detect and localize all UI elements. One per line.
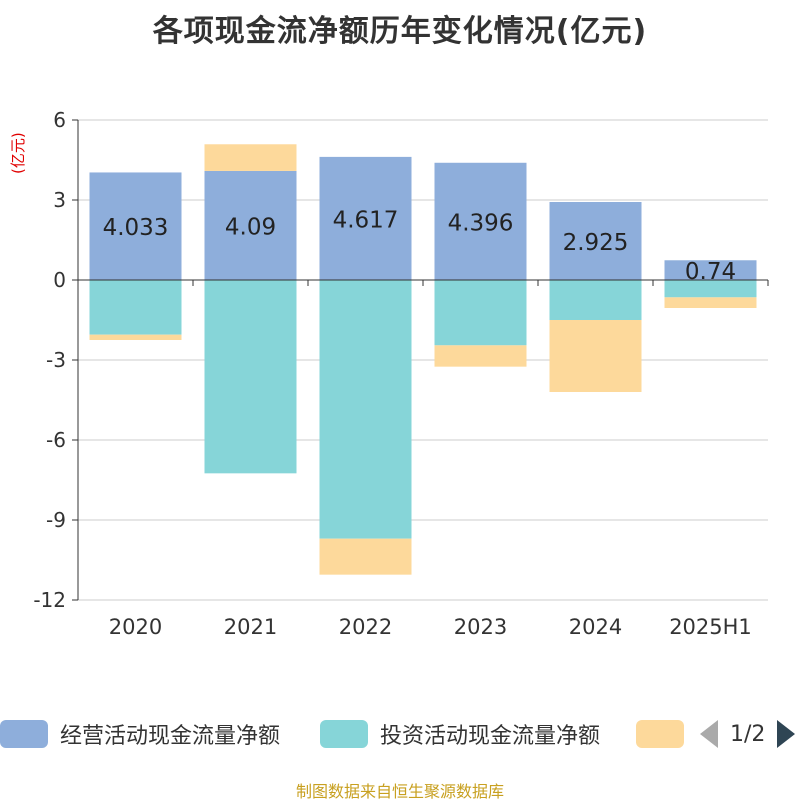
x-tick-label: 2025H1 bbox=[669, 615, 752, 639]
legend-next-icon[interactable] bbox=[777, 720, 796, 748]
bar-series0-2024 bbox=[549, 202, 642, 280]
data-label-2022: 4.617 bbox=[333, 207, 399, 233]
bar-series2-2024 bbox=[549, 320, 642, 392]
legend-item-investing[interactable]: 投资活动现金流量净额 bbox=[320, 718, 600, 750]
bar-series2-2023 bbox=[434, 345, 527, 367]
bar-series1-2021 bbox=[204, 280, 297, 474]
data-label-2023: 4.396 bbox=[448, 210, 514, 236]
y-tick-label: 0 bbox=[53, 268, 66, 292]
y-tick-label: 3 bbox=[53, 188, 66, 212]
legend-swatch-operating bbox=[0, 720, 48, 748]
y-tick-label: -12 bbox=[33, 588, 66, 612]
bar-series2-2021 bbox=[204, 144, 297, 171]
data-label-2025H1: 0.74 bbox=[685, 259, 736, 285]
y-tick-label: -3 bbox=[46, 348, 66, 372]
bar-series1-2023 bbox=[434, 280, 527, 346]
bar-series1-2022 bbox=[319, 280, 412, 539]
x-tick-label: 2024 bbox=[569, 615, 622, 639]
legend-item-operating[interactable]: 经营活动现金流量净额 bbox=[0, 718, 280, 750]
bar-series0-2021 bbox=[204, 170, 297, 280]
y-tick-label: -9 bbox=[46, 508, 66, 532]
data-source-note: 制图数据来自恒生聚源数据库 bbox=[295, 782, 504, 801]
legend-swatch-investing bbox=[320, 720, 368, 748]
legend-page-indicator: 1/2 bbox=[730, 721, 766, 747]
legend-label-investing: 投资活动现金流量净额 bbox=[380, 724, 601, 749]
y-tick-label: 6 bbox=[53, 108, 66, 132]
bar-series0-2022 bbox=[319, 156, 412, 280]
x-tick-label: 2021 bbox=[224, 615, 277, 639]
legend-swatch-financing bbox=[636, 720, 684, 748]
bar-series1-2024 bbox=[549, 280, 642, 320]
x-tick-label: 2022 bbox=[339, 615, 392, 639]
bar-series0-2020 bbox=[89, 172, 182, 280]
bar-series0-2025H1 bbox=[664, 260, 757, 280]
bar-series2-2020 bbox=[89, 334, 182, 340]
bar-series1-2020 bbox=[89, 280, 182, 335]
data-label-2024: 2.925 bbox=[563, 230, 629, 256]
y-tick-label: -6 bbox=[46, 428, 66, 452]
bar-series2-2025H1 bbox=[664, 297, 757, 308]
legend-prev-icon[interactable] bbox=[700, 720, 718, 748]
legend: 经营活动现金流量净额 投资活动现金流量净额 1/2 bbox=[0, 712, 800, 756]
bar-series2-2022 bbox=[319, 538, 412, 575]
data-label-2020: 4.033 bbox=[103, 215, 169, 241]
data-label-2021: 4.09 bbox=[225, 214, 276, 240]
legend-pager: 1/2 bbox=[700, 718, 796, 750]
legend-item-financing[interactable] bbox=[636, 718, 684, 750]
bar-series0-2023 bbox=[434, 162, 527, 280]
legend-label-operating: 经营活动现金流量净额 bbox=[60, 724, 281, 749]
x-tick-label: 2020 bbox=[109, 615, 162, 639]
x-tick-label: 2023 bbox=[454, 615, 507, 639]
chart-plot: 6 3 0 -3 -6 -9 -12 4.033 2020 4.09 2021 4.617 2022 4.… bbox=[33, 108, 769, 639]
chart-title: 各项现金流净额历年变化情况(亿元) bbox=[152, 14, 648, 49]
bar-series1-2025H1 bbox=[664, 280, 757, 298]
